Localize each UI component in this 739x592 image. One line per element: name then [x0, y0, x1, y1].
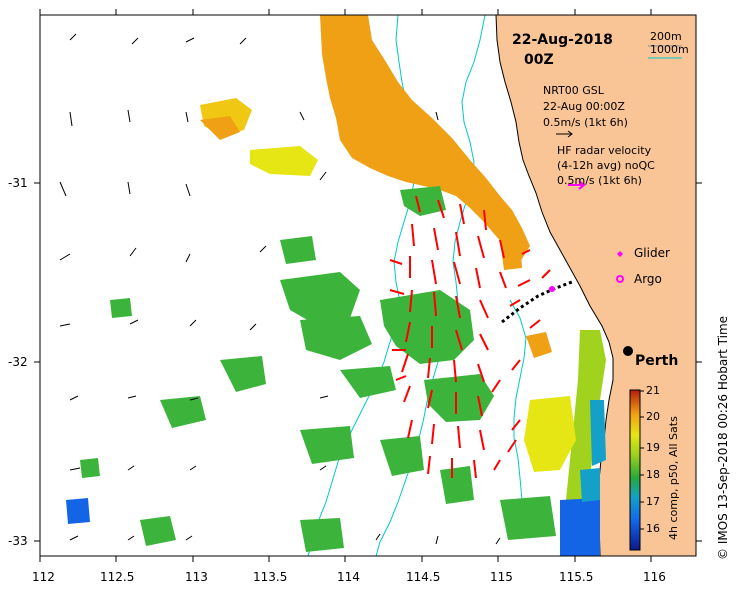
radar-subtitle: (4-12h avg) noQC	[557, 159, 655, 172]
y-tick-minus-33: -33	[8, 534, 28, 548]
wind-scale-arrow	[556, 130, 573, 138]
glider-label: Glider	[634, 246, 670, 260]
radar-title: HF radar velocity	[557, 144, 652, 157]
x-tick-113: 113	[185, 570, 208, 584]
colorbar-tick-20: 20	[646, 410, 660, 423]
y-tick-minus-32: -32	[8, 355, 28, 369]
wind-vectors	[59, 33, 501, 545]
depth-200m-label: 200m	[650, 30, 682, 43]
x-tick-112: 112	[32, 570, 55, 584]
glider-marker[interactable]	[549, 286, 555, 292]
depth-1000m-label: 1000m	[650, 43, 689, 56]
colorbar	[629, 389, 641, 551]
perth-marker	[623, 346, 633, 356]
x-tick-114-5: 114.5	[406, 570, 441, 584]
colorbar-tick-17: 17	[646, 495, 660, 508]
radar-scale-arrow	[568, 180, 586, 190]
radar-scale-label: 0.5m/s (1kt 6h)	[557, 174, 642, 187]
colorbar-tick-16: 16	[646, 522, 660, 535]
hf-radar-currents	[389, 195, 551, 479]
perth-label: Perth	[635, 353, 679, 369]
x-tick-115: 115	[490, 570, 513, 584]
colorbar-ticks	[640, 390, 644, 530]
x-tick-116: 116	[643, 570, 666, 584]
x-tick-114: 114	[337, 570, 360, 584]
depth-contour-inner	[509, 299, 527, 501]
credit-label: © IMOS 13-Sep-2018 00:26 Hobart Time	[716, 315, 730, 560]
colorbar-tick-19: 19	[646, 441, 660, 454]
x-tick-113-5: 113.5	[253, 570, 288, 584]
wind-source-label: NRT00 GSL	[543, 84, 604, 97]
axis-ticks	[34, 9, 702, 562]
argo-legend-icon	[616, 275, 624, 283]
argo-label: Argo	[634, 272, 662, 286]
y-tick-minus-31: -31	[8, 176, 28, 190]
glider-track	[501, 280, 573, 324]
x-tick-115-5: 115.5	[559, 570, 594, 584]
map-hour: 00Z	[524, 52, 554, 68]
wind-scale-label: 0.5m/s (1kt 6h)	[543, 116, 628, 129]
colorbar-title: 4h comp, p50, All Sats	[667, 416, 680, 540]
map-date: 22-Aug-2018	[512, 32, 613, 48]
sst-field	[66, 15, 606, 556]
x-tick-112-5: 112.5	[100, 570, 135, 584]
colorbar-tick-21: 21	[646, 384, 660, 397]
plot-frame	[39, 14, 697, 557]
wind-time-label: 22-Aug 00:00Z	[543, 100, 625, 113]
colorbar-tick-18: 18	[646, 468, 660, 481]
glider-legend-icon	[617, 251, 623, 257]
